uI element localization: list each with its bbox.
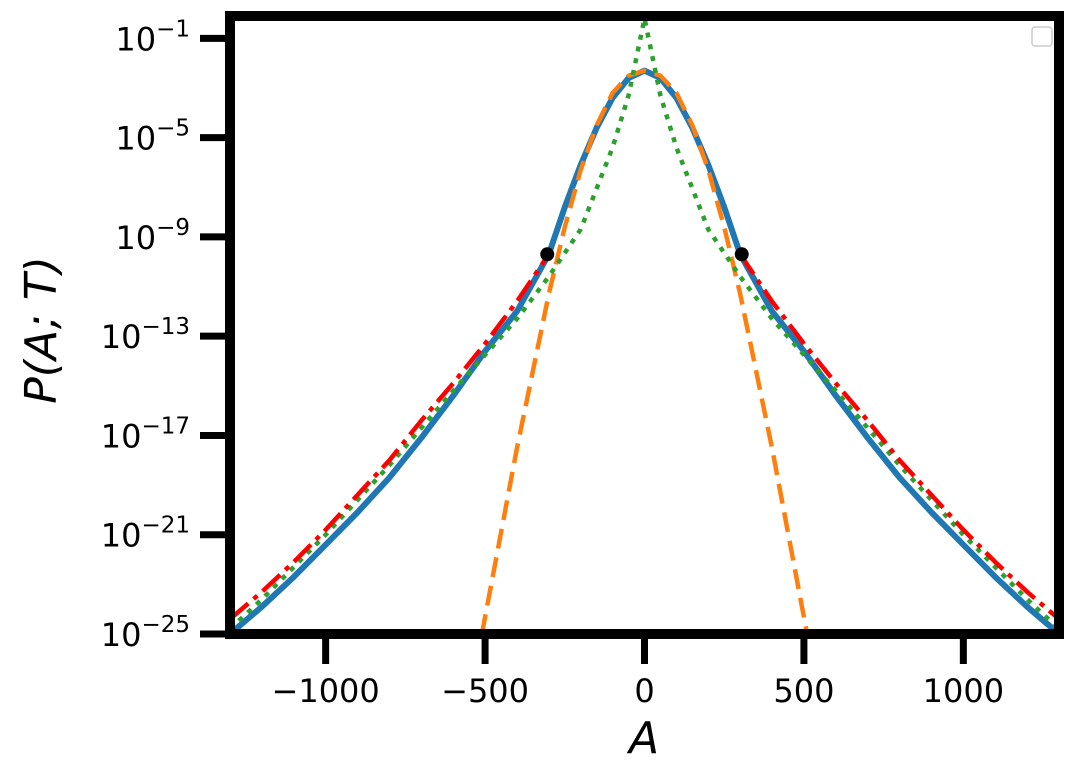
plot-frame <box>225 11 1064 639</box>
marker-layer <box>540 247 749 262</box>
series-line-1 <box>479 68 810 634</box>
point-marker-0 <box>540 247 555 262</box>
x-tick-label-2: 0 <box>634 672 654 710</box>
y-tick-label-3: 10−13 <box>101 314 190 356</box>
x-axis: −1000 −500 0 500 1000 <box>272 639 1004 710</box>
y-tick-label-6: 10−25 <box>101 612 190 654</box>
series-line-2 <box>230 16 1059 631</box>
series-line-3 <box>230 253 551 621</box>
x-tick-label-0: −1000 <box>272 672 380 710</box>
y-tick-label-4: 10−17 <box>101 413 190 455</box>
series-line-4 <box>738 253 1059 621</box>
y-axis-label: P(A; T) <box>16 256 67 403</box>
x-axis-label: A <box>626 713 659 764</box>
x-tick-label-1: −500 <box>441 672 529 710</box>
y-tick-label-5: 10−21 <box>101 513 190 555</box>
series-layer <box>230 16 1059 634</box>
point-marker-1 <box>734 247 749 262</box>
x-tick-label-3: 500 <box>773 672 834 710</box>
y-tick-label-0: 10−1 <box>115 16 190 58</box>
series-line-0 <box>230 67 1059 634</box>
x-tick-label-4: 1000 <box>923 672 1004 710</box>
y-tick-label-2: 10−9 <box>115 215 190 257</box>
legend-box <box>1031 26 1053 47</box>
y-tick-label-1: 10−5 <box>115 116 190 158</box>
y-axis: 10−1 10−5 10−9 10−13 10−17 10−21 10−25 <box>101 16 225 654</box>
